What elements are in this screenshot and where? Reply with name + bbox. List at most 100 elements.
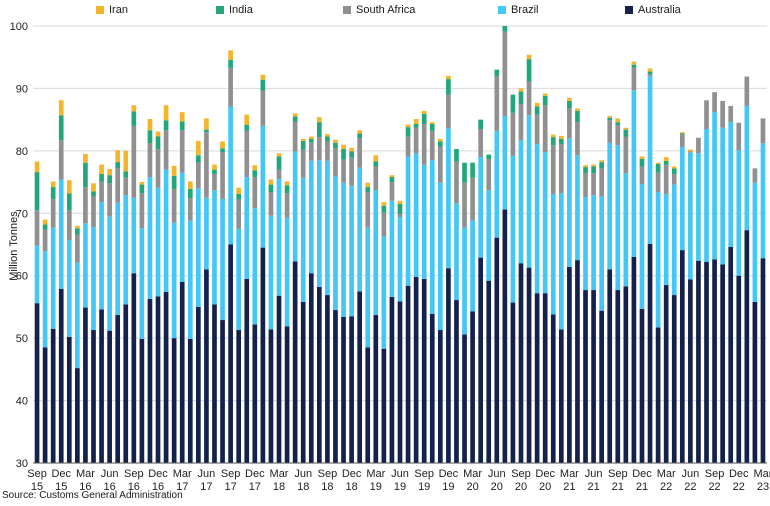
bar-india bbox=[381, 205, 387, 213]
bar-south-africa bbox=[397, 213, 403, 218]
bar-south-africa bbox=[155, 148, 161, 188]
bar-iran bbox=[236, 187, 242, 194]
legend-label-australia: Australia bbox=[638, 4, 681, 16]
bar-south-africa bbox=[462, 182, 467, 228]
bar-iran bbox=[349, 147, 354, 152]
bar-iran bbox=[196, 140, 201, 156]
bar-australia bbox=[583, 290, 588, 463]
bar-south-africa bbox=[655, 172, 661, 193]
bar-australia bbox=[728, 247, 734, 463]
x-tick-month: Mar bbox=[463, 468, 482, 480]
bar-brazil bbox=[99, 202, 104, 310]
y-tick-label: 60 bbox=[16, 271, 28, 283]
bar-australia bbox=[470, 311, 475, 463]
bar-brazil bbox=[494, 130, 500, 238]
x-tick-month: Mar bbox=[366, 468, 385, 480]
bar-south-africa bbox=[42, 229, 48, 252]
bar-india bbox=[647, 71, 653, 75]
bar-india bbox=[421, 114, 427, 125]
bar-australia bbox=[550, 314, 556, 463]
bar-brazil bbox=[333, 176, 338, 311]
bar-australia bbox=[704, 261, 709, 463]
bar-iran bbox=[623, 127, 629, 130]
x-tick-month: Dec bbox=[439, 468, 459, 480]
bar-brazil bbox=[204, 197, 209, 270]
bar-australia bbox=[454, 300, 459, 463]
bar-india bbox=[292, 116, 298, 122]
bar-iran bbox=[75, 225, 80, 229]
bar-south-africa bbox=[518, 104, 524, 141]
bar-australia bbox=[462, 334, 467, 463]
bar-south-africa bbox=[220, 152, 225, 199]
bar-india bbox=[639, 158, 645, 167]
bar-iran bbox=[381, 202, 387, 206]
bar-south-africa bbox=[268, 192, 274, 216]
x-tick-month: Dec bbox=[245, 468, 265, 480]
bar-australia bbox=[75, 368, 80, 463]
bar-iran bbox=[389, 175, 395, 178]
bar-south-africa bbox=[405, 136, 411, 157]
bar-south-africa bbox=[228, 67, 233, 107]
bar-south-africa bbox=[599, 168, 604, 197]
y-tick-label: 90 bbox=[16, 83, 28, 95]
x-tick-year: 22 bbox=[684, 481, 696, 493]
bar-australia bbox=[341, 316, 346, 463]
bar-brazil bbox=[647, 75, 653, 244]
bar-india bbox=[671, 168, 677, 174]
bar-iran bbox=[284, 181, 290, 186]
bar-brazil bbox=[123, 195, 129, 305]
bar-south-africa bbox=[171, 188, 177, 223]
bar-australia bbox=[300, 301, 306, 463]
y-tick-label: 70 bbox=[16, 208, 28, 220]
bar-south-africa bbox=[429, 130, 435, 161]
bar-india bbox=[454, 148, 459, 162]
bar-south-africa bbox=[204, 132, 209, 198]
bar-australia bbox=[518, 263, 524, 463]
bar-south-africa bbox=[365, 192, 371, 228]
x-tick-month: Mar bbox=[657, 468, 676, 480]
bar-iran bbox=[292, 113, 298, 117]
y-tick-label: 80 bbox=[16, 146, 28, 158]
bar-iran bbox=[252, 165, 258, 171]
bar-iran bbox=[107, 168, 112, 176]
bar-brazil bbox=[502, 115, 508, 210]
bar-india bbox=[325, 136, 330, 142]
bar-india bbox=[115, 162, 121, 169]
bar-india bbox=[171, 175, 177, 189]
bar-australia bbox=[478, 257, 483, 463]
bar-india bbox=[91, 191, 96, 197]
bar-iran bbox=[300, 139, 306, 141]
bar-south-africa bbox=[179, 130, 185, 173]
bar-brazil bbox=[405, 156, 411, 286]
bar-australia bbox=[437, 330, 443, 463]
legend-label-brazil: Brazil bbox=[511, 4, 539, 16]
bar-south-africa bbox=[123, 177, 129, 196]
bar-south-africa bbox=[615, 125, 621, 146]
bar-south-africa bbox=[163, 130, 169, 170]
bar-india bbox=[373, 161, 379, 167]
bar-iran bbox=[671, 166, 677, 169]
bar-south-africa bbox=[373, 166, 379, 191]
bar-australia bbox=[615, 290, 621, 463]
bar-india bbox=[494, 69, 500, 76]
bar-iran bbox=[558, 135, 564, 139]
x-tick-year: 19 bbox=[418, 481, 430, 493]
bar-australia bbox=[50, 328, 56, 463]
bar-india bbox=[583, 167, 588, 174]
bar-brazil bbox=[131, 197, 137, 274]
bar-brazil bbox=[252, 208, 258, 325]
bar-brazil bbox=[599, 196, 604, 311]
bar-iran bbox=[413, 119, 419, 125]
bar-australia bbox=[252, 324, 258, 463]
bar-south-africa bbox=[671, 173, 677, 185]
bar-india bbox=[591, 166, 596, 174]
bar-iran bbox=[599, 160, 604, 163]
bar-india bbox=[510, 94, 516, 113]
bar-brazil bbox=[341, 182, 346, 317]
bar-australia bbox=[179, 281, 185, 463]
bar-brazil bbox=[454, 203, 459, 301]
bar-india bbox=[58, 115, 64, 141]
bar-brazil bbox=[389, 200, 395, 297]
bar-australia bbox=[99, 309, 104, 463]
